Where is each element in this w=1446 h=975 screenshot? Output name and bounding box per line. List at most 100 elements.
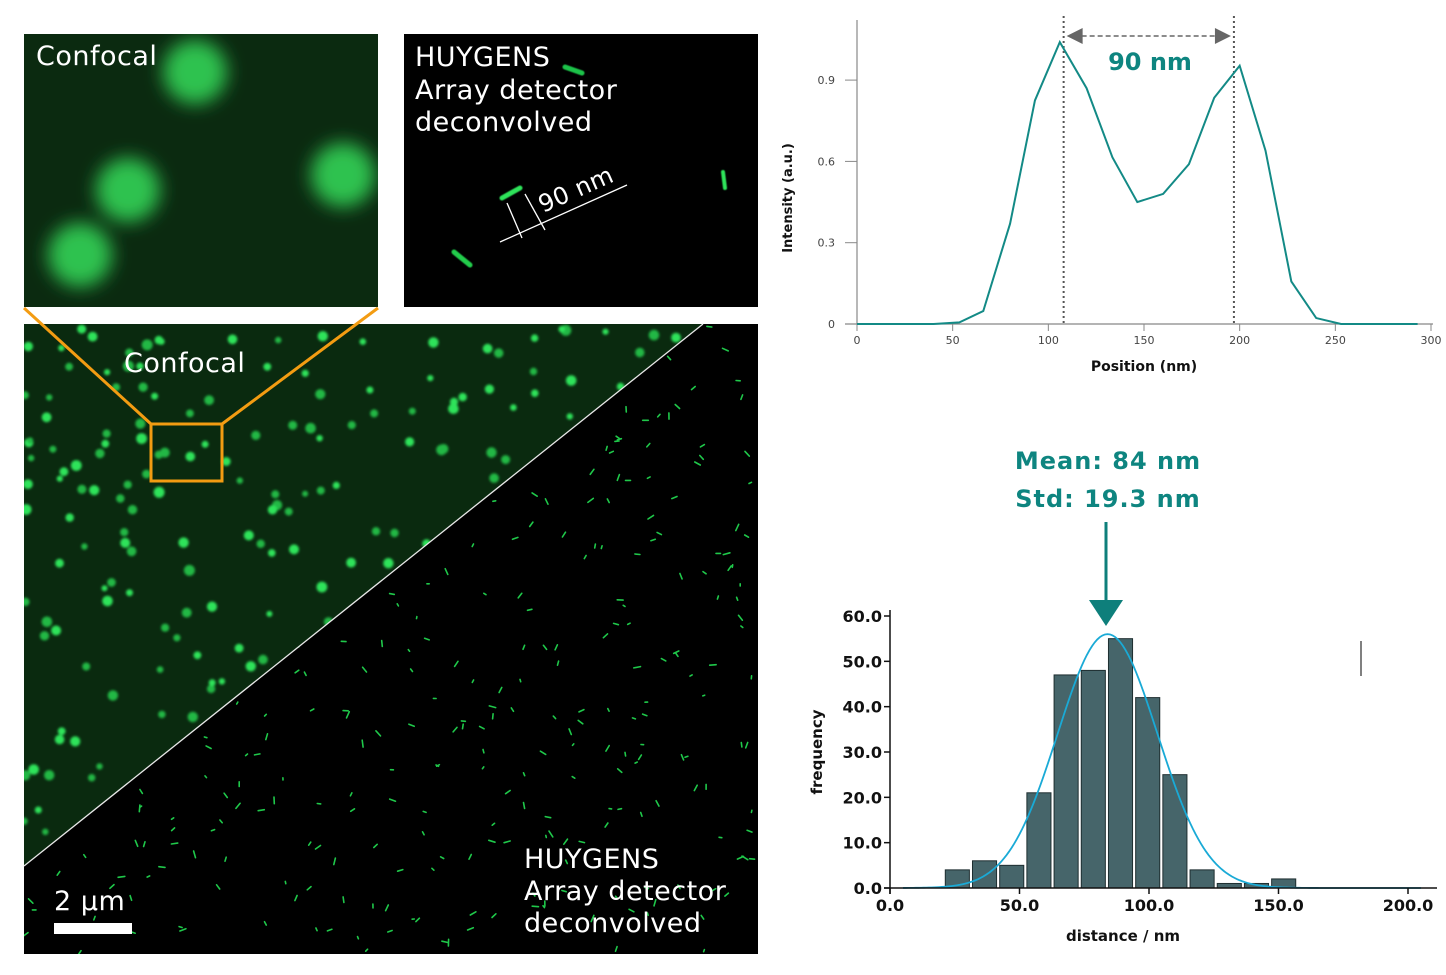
fluorescent-streak [612,622,620,626]
y-tick-label: 30.0 [843,743,882,762]
fluorescent-streak [522,801,526,810]
fluorescent-spot [127,505,138,515]
fluorescent-streak [604,822,609,828]
line-ylabel: Intensity (a.u.) [781,143,796,253]
fluorescent-spot [135,418,146,429]
fluorescent-spot [206,601,218,612]
fluorescent-spot [482,343,493,354]
fluorescent-spot [245,661,256,672]
fluorescent-streak [539,750,547,756]
fluorescent-streak [224,856,227,863]
fluorescent-spot [301,369,309,377]
fluorescent-spot [566,413,573,420]
fluorescent-streak [631,717,637,720]
streak [451,249,473,268]
fluorescent-spot [27,437,34,444]
fluorescent-streak [698,454,705,461]
fluorescent-streak [83,853,87,859]
histogram-bar [971,860,998,889]
inset-huygens-label-3: deconvolved [415,107,592,138]
fluorescent-streak [744,450,751,457]
fluorescent-spot [289,544,299,555]
fluorescent-spot [42,828,49,835]
fluorescent-streak [138,804,141,813]
fluorescent-spot [34,806,42,814]
x-tick-label: 50.0 [1000,896,1039,915]
fluorescent-streak [646,476,651,480]
y-tick-label: 60.0 [843,607,882,626]
fluorescent-spot [24,597,30,607]
fluorescent-streak [408,723,416,728]
fluorescent-streak [364,948,369,953]
fluorescent-spot [24,391,29,400]
fluorescent-spot [116,494,125,503]
fluorescent-streak [544,497,549,506]
fluorescent-spot [602,328,609,335]
fluorescent-streak [548,830,554,838]
fluorescent-streak [314,844,322,850]
fluorescent-spot [448,403,459,415]
fluorescent-streak [380,639,384,648]
fluorescent-streak [139,805,143,809]
fluorescent-streak [734,523,740,532]
fluorescent-streak [482,748,485,754]
fluorescent-spot [530,334,539,342]
mean-label: Mean: 84 nm [1015,447,1201,475]
fluorescent-streak [205,745,212,750]
fluorescent-streak [441,940,449,944]
fluorescent-streak [522,771,526,777]
fluorescent-streak [740,394,744,401]
fluorescent-spot [39,631,50,641]
fluorescent-spot [347,421,356,430]
fluorescent-streak [244,753,249,757]
fluorescent-spot [82,662,91,671]
fluorescent-streak [263,713,268,717]
fluorescent-streak [647,514,655,520]
fluorescent-streak [593,543,597,549]
fluorescent-streak [644,886,650,890]
fluorescent-streak [139,788,144,795]
fluorescent-spot [126,546,137,557]
x-tick-label: 150.0 [1253,896,1304,915]
fluorescent-spot [41,616,53,628]
fluorescent-streak [748,481,753,485]
x-tick-label: 150 [1134,334,1155,347]
x-tick-label: 300 [1421,334,1442,347]
fluorescent-streak [431,867,435,872]
fluorescent-streak [386,929,393,933]
fluorescent-spot [316,435,323,442]
fluorescent-spot [181,607,192,618]
fluorescent-spot [218,678,226,685]
fluorescent-streak [721,347,730,352]
fluorescent-streak [608,450,615,454]
fluorescent-spot [24,504,32,515]
fluorescent-streak [626,622,631,626]
fluorescent-spot [65,362,73,371]
fluorescent-spot [44,770,55,781]
fluorescent-streak [466,926,475,931]
fluorescent-streak [606,707,610,713]
fluorescent-spot [154,450,163,459]
y-tick-label: 0.6 [818,155,836,168]
fluorescent-spot [104,369,111,376]
fluorescent-streak [646,912,650,917]
fluorescent-streak [590,914,595,923]
fluorescent-spot [157,338,165,345]
fluorescent-streak [583,554,587,560]
fluorescent-spot [427,375,434,382]
fluorescent-spot [438,444,449,454]
fluorescent-spot [510,404,517,411]
fluorescent-streak [605,744,611,752]
fluorescent-streak [605,445,609,452]
fluorescent-streak [724,892,730,897]
fluorescent-spot [125,348,134,357]
fluorescent-spot [263,362,272,371]
fluorescent-streak [375,729,382,737]
fluorescent-streak [616,767,623,774]
fluorescent-spot [102,595,113,607]
fluorescent-streak [706,325,713,328]
fluorescent-streak [628,908,635,913]
fluorescent-streak [571,775,576,780]
fluorescent-streak [117,875,126,879]
fluorescent-spot [267,505,278,515]
